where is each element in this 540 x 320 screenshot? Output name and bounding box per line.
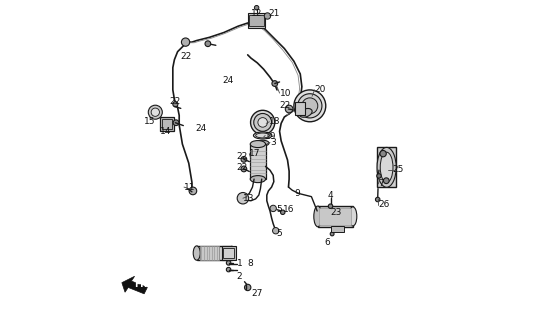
- Text: 25: 25: [393, 165, 404, 174]
- Text: 14: 14: [160, 127, 172, 136]
- Circle shape: [302, 98, 318, 114]
- Bar: [318, 206, 353, 227]
- Text: 8: 8: [248, 259, 253, 268]
- Circle shape: [330, 232, 334, 236]
- Bar: [377, 147, 396, 187]
- Text: 1: 1: [237, 259, 242, 268]
- Circle shape: [189, 187, 197, 195]
- Circle shape: [273, 228, 279, 234]
- Text: 13: 13: [243, 194, 254, 203]
- Circle shape: [377, 174, 381, 178]
- Ellipse shape: [380, 152, 393, 182]
- Bar: [249, 15, 264, 26]
- Circle shape: [375, 197, 380, 202]
- Bar: [319, 208, 351, 225]
- Text: FR.: FR.: [134, 280, 151, 289]
- Circle shape: [173, 120, 179, 125]
- Circle shape: [328, 204, 333, 208]
- Text: 22: 22: [237, 152, 248, 161]
- Text: 12: 12: [251, 9, 262, 18]
- Bar: [163, 119, 172, 129]
- Circle shape: [264, 13, 271, 19]
- Bar: [160, 117, 174, 131]
- Circle shape: [298, 94, 322, 118]
- Text: 7: 7: [379, 180, 384, 188]
- Circle shape: [241, 166, 247, 172]
- Circle shape: [237, 193, 248, 204]
- Circle shape: [228, 249, 236, 257]
- Circle shape: [254, 5, 259, 10]
- Text: 20: 20: [315, 85, 326, 94]
- Circle shape: [270, 205, 276, 212]
- Circle shape: [241, 156, 247, 162]
- Bar: [250, 144, 266, 179]
- Text: 18: 18: [269, 117, 281, 126]
- Circle shape: [251, 110, 275, 134]
- Bar: [332, 226, 344, 232]
- Circle shape: [151, 108, 159, 116]
- Text: 3: 3: [270, 138, 276, 147]
- Circle shape: [173, 102, 178, 107]
- Text: 19: 19: [265, 132, 276, 140]
- Text: 6: 6: [325, 238, 330, 247]
- Text: 2: 2: [237, 272, 242, 281]
- Circle shape: [181, 38, 190, 46]
- Text: 17: 17: [249, 149, 261, 158]
- Ellipse shape: [299, 108, 312, 117]
- Ellipse shape: [250, 140, 266, 148]
- Text: 15: 15: [144, 117, 156, 126]
- Text: 4: 4: [327, 190, 333, 200]
- Circle shape: [280, 210, 285, 214]
- Text: 24: 24: [222, 76, 233, 85]
- Bar: [224, 248, 234, 259]
- Text: 5: 5: [276, 229, 282, 238]
- Circle shape: [272, 81, 278, 86]
- Bar: [197, 246, 232, 260]
- Circle shape: [226, 268, 231, 272]
- Text: 22: 22: [181, 52, 192, 61]
- Ellipse shape: [250, 176, 266, 183]
- Circle shape: [205, 41, 211, 47]
- Ellipse shape: [349, 207, 357, 226]
- Circle shape: [258, 118, 267, 127]
- Ellipse shape: [314, 206, 322, 227]
- Ellipse shape: [228, 246, 235, 260]
- Ellipse shape: [255, 133, 269, 138]
- Text: 21: 21: [268, 9, 280, 18]
- Bar: [295, 102, 305, 116]
- Text: 26: 26: [379, 200, 390, 209]
- Text: 9: 9: [294, 189, 300, 198]
- Ellipse shape: [193, 246, 200, 260]
- Ellipse shape: [253, 132, 272, 139]
- Text: 5: 5: [276, 205, 282, 214]
- Text: 22: 22: [170, 97, 181, 106]
- Text: 23: 23: [330, 208, 342, 217]
- Bar: [221, 246, 236, 260]
- Bar: [248, 13, 265, 28]
- Text: 22: 22: [237, 164, 248, 172]
- Circle shape: [148, 105, 163, 119]
- Text: 11: 11: [184, 183, 195, 192]
- Text: 27: 27: [251, 289, 262, 298]
- Circle shape: [245, 284, 251, 291]
- Bar: [200, 246, 219, 260]
- Text: 10: 10: [280, 89, 291, 98]
- Circle shape: [294, 90, 326, 122]
- Text: 22: 22: [280, 101, 291, 110]
- Circle shape: [380, 150, 386, 157]
- Ellipse shape: [377, 148, 396, 187]
- Circle shape: [226, 261, 231, 265]
- Ellipse shape: [256, 140, 269, 146]
- Polygon shape: [122, 276, 147, 294]
- Text: 24: 24: [195, 124, 206, 132]
- Circle shape: [285, 105, 293, 113]
- Text: 16: 16: [283, 205, 294, 214]
- Circle shape: [254, 114, 272, 131]
- Circle shape: [383, 178, 389, 184]
